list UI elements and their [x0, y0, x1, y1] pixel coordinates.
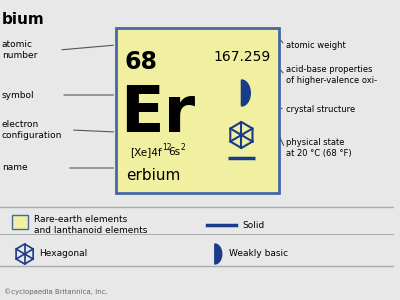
- Text: atomic weight: atomic weight: [286, 40, 346, 50]
- Text: 6s: 6s: [168, 147, 181, 157]
- Text: ©cyclopaedia Britannica, Inc.: ©cyclopaedia Britannica, Inc.: [4, 288, 108, 295]
- Text: Er: Er: [120, 83, 195, 145]
- Text: Weakly basic: Weakly basic: [228, 250, 288, 259]
- Text: crystal structure: crystal structure: [286, 106, 355, 115]
- Text: symbol: symbol: [2, 91, 34, 100]
- Text: electron
configuration: electron configuration: [2, 120, 62, 140]
- Text: 12: 12: [162, 143, 172, 152]
- Text: Solid: Solid: [242, 220, 265, 230]
- Text: Hexagonal: Hexagonal: [40, 250, 88, 259]
- Bar: [12, 215, 28, 229]
- Text: 2: 2: [180, 143, 185, 152]
- Polygon shape: [242, 80, 250, 106]
- Bar: [116, 28, 279, 193]
- Text: [Xe]4f: [Xe]4f: [130, 147, 162, 157]
- Text: acid-base properties
of higher-valence oxi-: acid-base properties of higher-valence o…: [286, 65, 377, 85]
- Text: name: name: [2, 164, 28, 172]
- Text: 167.259: 167.259: [214, 50, 271, 64]
- Polygon shape: [215, 244, 222, 264]
- Text: atomic
number: atomic number: [2, 40, 37, 60]
- Text: Rare-earth elements
and lanthanoid elements: Rare-earth elements and lanthanoid eleme…: [34, 215, 147, 235]
- Text: physical state
at 20 °C (68 °F): physical state at 20 °C (68 °F): [286, 138, 351, 158]
- Text: bium: bium: [2, 12, 45, 27]
- Text: erbium: erbium: [126, 168, 180, 183]
- Text: 68: 68: [124, 50, 157, 74]
